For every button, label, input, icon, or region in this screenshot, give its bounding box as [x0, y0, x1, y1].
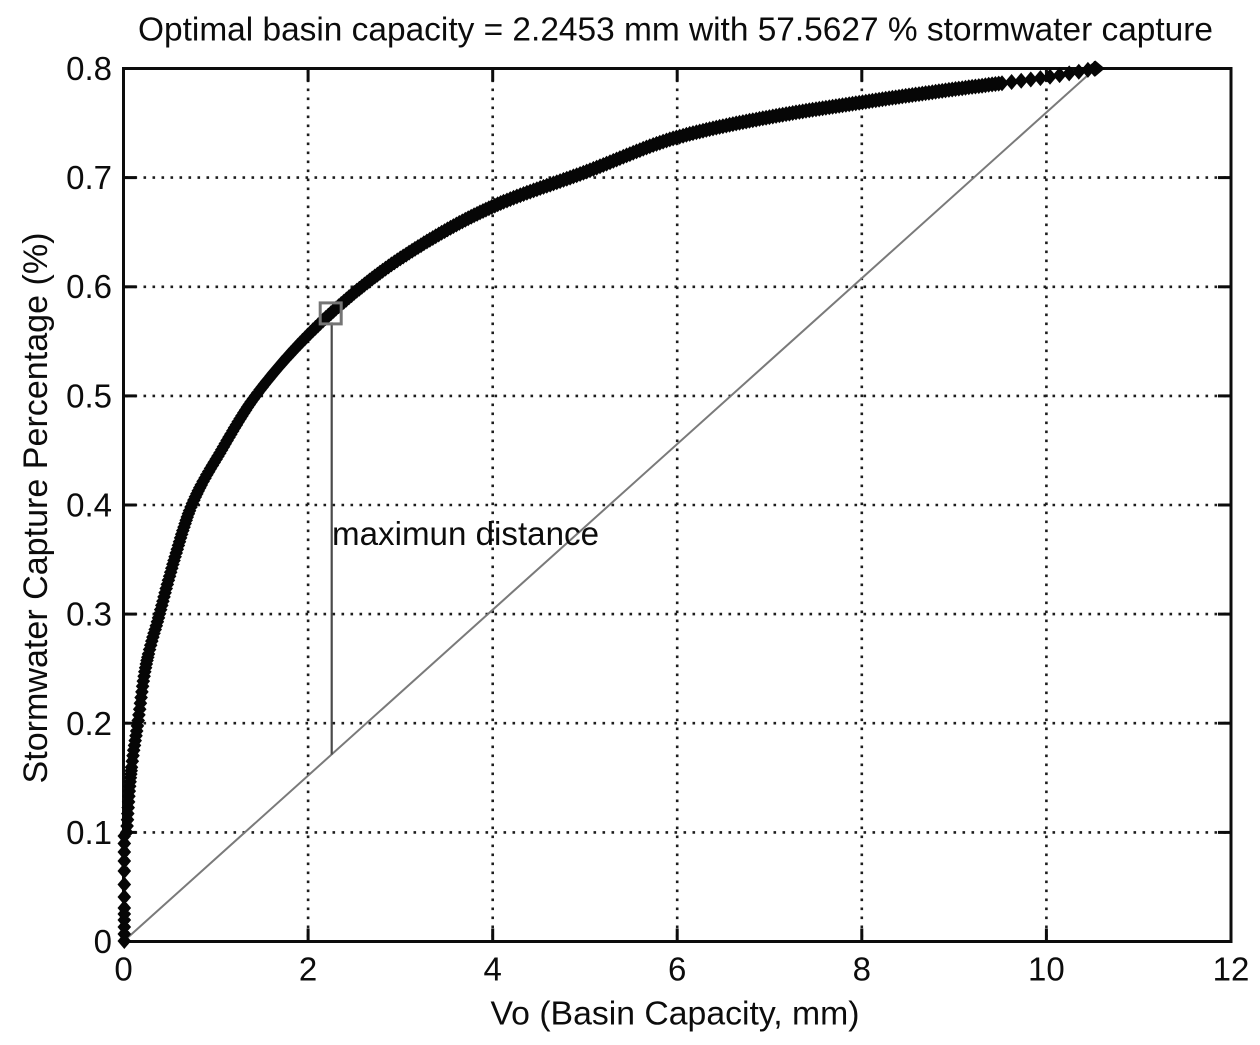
svg-text:10: 10	[1028, 951, 1065, 988]
svg-text:maximun distance: maximun distance	[332, 515, 599, 552]
svg-text:0.2: 0.2	[66, 705, 112, 742]
svg-text:2: 2	[299, 951, 317, 988]
svg-text:0.1: 0.1	[66, 814, 112, 851]
svg-text:0.6: 0.6	[66, 268, 112, 305]
svg-text:6: 6	[668, 951, 686, 988]
svg-text:0.8: 0.8	[66, 50, 112, 87]
svg-text:0.3: 0.3	[66, 596, 112, 633]
svg-text:0.5: 0.5	[66, 377, 112, 414]
svg-text:0.7: 0.7	[66, 159, 112, 196]
svg-text:8: 8	[853, 951, 871, 988]
svg-text:0.4: 0.4	[66, 487, 112, 524]
svg-text:0: 0	[114, 951, 132, 988]
svg-text:12: 12	[1213, 951, 1250, 988]
svg-text:Optimal basin capacity = 2.245: Optimal basin capacity = 2.2453 mm with …	[138, 12, 1213, 49]
svg-text:4: 4	[484, 951, 502, 988]
svg-text:Vo (Basin Capacity, mm): Vo (Basin Capacity, mm)	[491, 996, 860, 1033]
svg-text:0: 0	[94, 923, 112, 960]
svg-text:Stormwater Capture Percentage: Stormwater Capture Percentage (%)	[17, 233, 55, 784]
